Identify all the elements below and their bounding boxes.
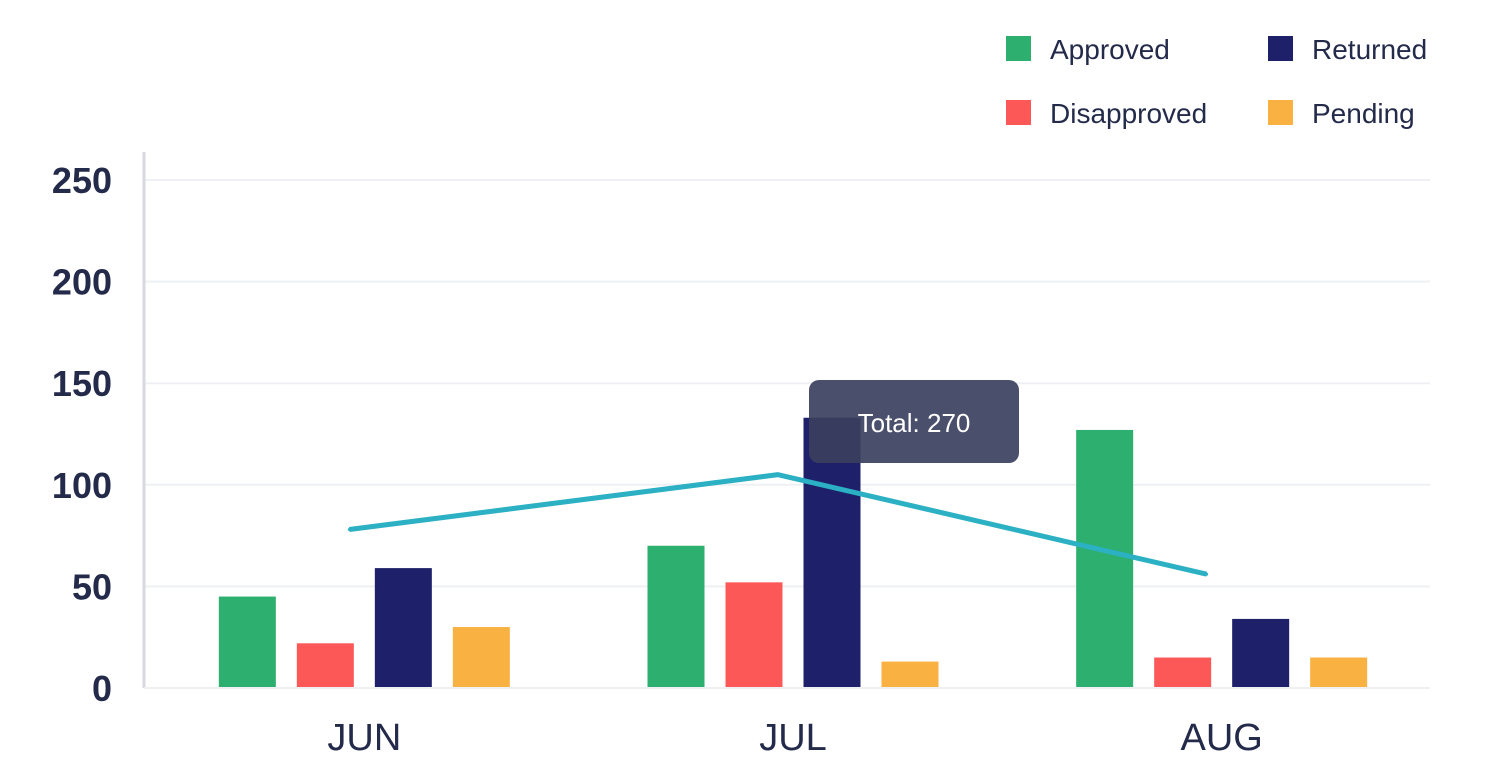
total-line-point-aug[interactable] [1205,572,1209,576]
tooltip-text: Total: 270 [858,408,971,438]
y-tick-label: 100 [52,465,112,506]
x-tick-label-jul: JUL [759,717,827,759]
bar-returned-jun[interactable] [374,568,432,688]
bar-disapproved-jul[interactable] [725,582,783,688]
bar-approved-aug[interactable] [1076,429,1134,688]
y-tick-label: 50 [72,566,112,607]
total-line-point-jun[interactable] [347,528,351,532]
legend-label-disapproved[interactable]: Disapproved [1050,98,1207,129]
bar-layer [218,417,1368,688]
y-tick-label: 150 [52,363,112,404]
legend-swatch-pending [1268,100,1293,125]
x-tick-label-jun: JUN [327,717,401,759]
tooltip-background [809,380,1019,463]
bar-pending-aug[interactable] [1310,657,1368,688]
y-tick-label: 200 [52,262,112,303]
legend-swatch-approved [1006,36,1031,61]
x-tick-label-aug: AUG [1180,717,1262,759]
y-tick-label: 0 [92,668,112,709]
bar-returned-aug[interactable] [1232,618,1290,688]
bar-approved-jul[interactable] [647,545,705,688]
bar-pending-jul[interactable] [881,661,939,688]
y-tick-label: 250 [52,160,112,201]
legend-swatch-returned [1268,36,1293,61]
bar-disapproved-jun[interactable] [296,643,354,688]
legend: Approved Returned Disapproved Pending [1006,34,1427,129]
legend-label-approved[interactable]: Approved [1050,34,1170,65]
bar-pending-jun[interactable] [452,627,510,688]
legend-swatch-disapproved [1006,100,1031,125]
line-layer [347,472,1209,577]
axis-layer: 0 50 100 150 200 250 JUN JUL AUG [52,152,1430,759]
grid-layer [144,179,1430,689]
tooltip: Total: 270 [809,380,1019,463]
bar-approved-jun[interactable] [218,596,276,688]
total-line-point-jul[interactable] [776,473,780,477]
bar-disapproved-aug[interactable] [1154,657,1212,688]
legend-label-returned[interactable]: Returned [1312,34,1427,65]
tooltip-box: Total: 270 [809,380,1019,463]
legend-label-pending[interactable]: Pending [1312,98,1415,129]
